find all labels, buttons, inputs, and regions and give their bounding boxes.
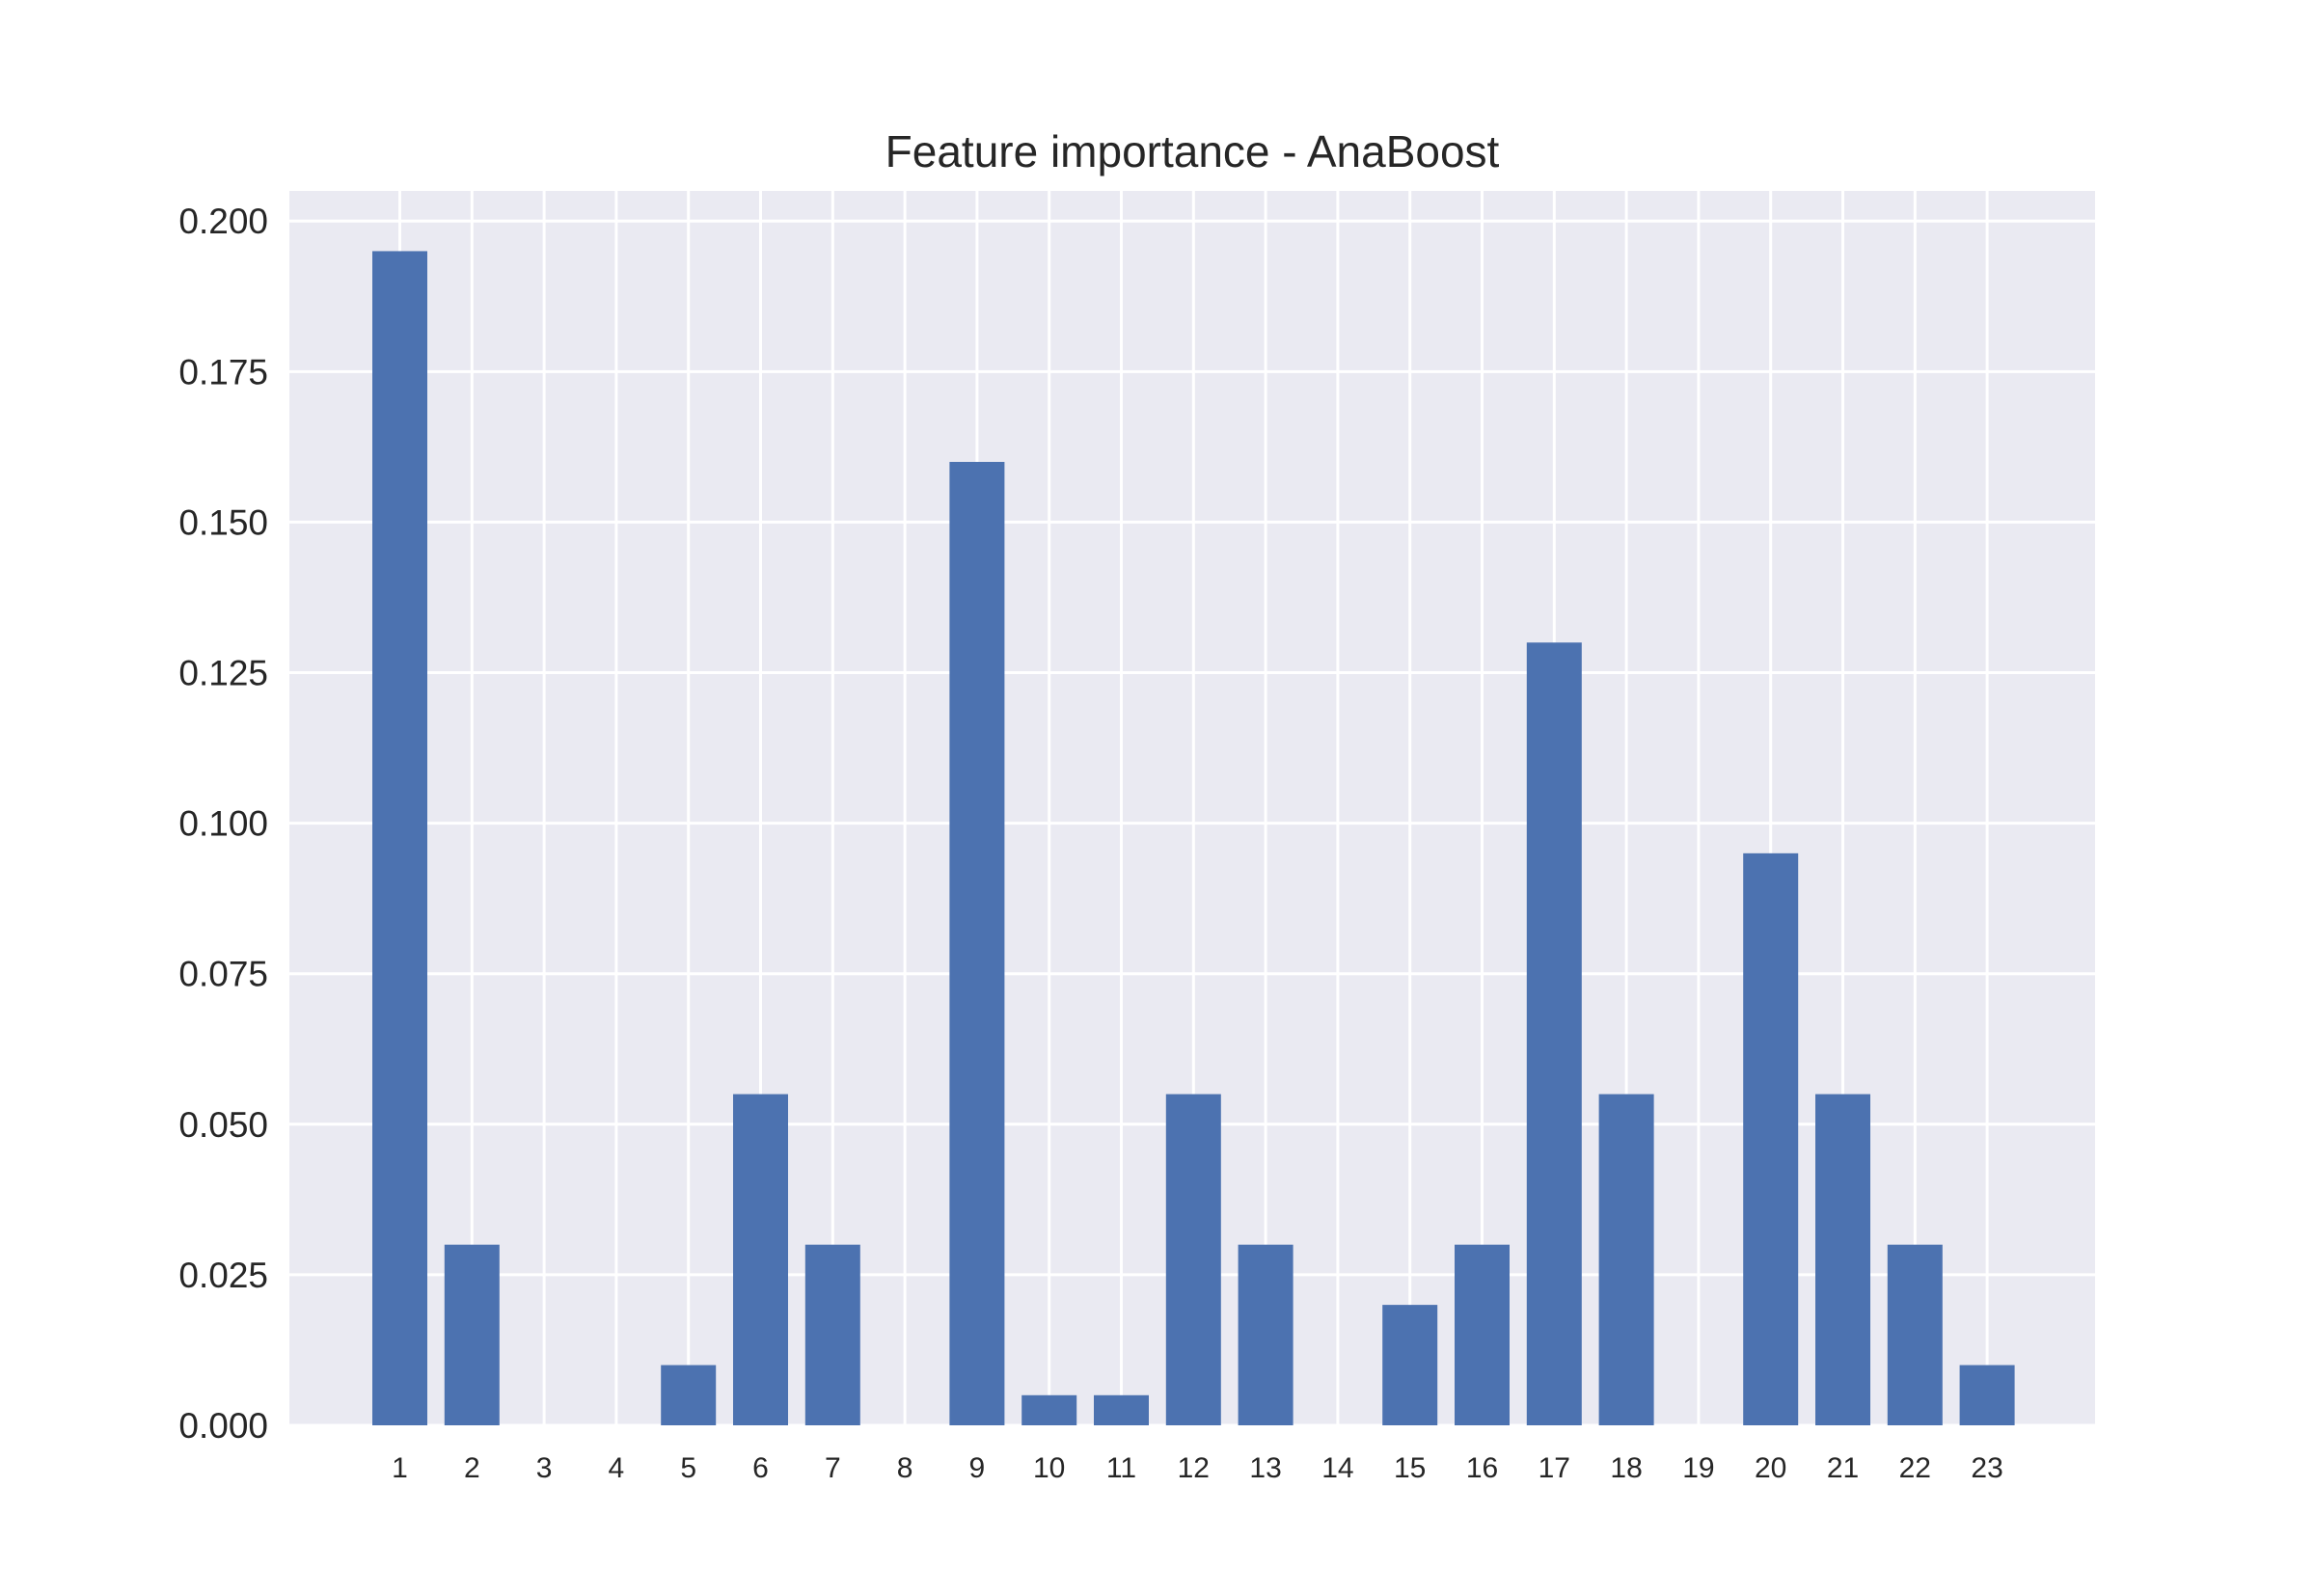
bar-13 (1238, 1244, 1294, 1425)
bar-18 (1598, 1094, 1654, 1425)
x-tick-label: 14 (1321, 1452, 1353, 1484)
bar-22 (1887, 1244, 1943, 1425)
bar-2 (444, 1244, 500, 1425)
x-tick-label: 6 (752, 1452, 769, 1484)
x-tick-label: 9 (969, 1452, 986, 1484)
y-tick-label: 0.125 (178, 654, 268, 693)
x-tick-label: 21 (1827, 1452, 1859, 1484)
x-tick-label: 8 (897, 1452, 913, 1484)
bar-5 (661, 1365, 717, 1425)
y-tick-label: 0.050 (178, 1105, 268, 1145)
x-tick-label: 5 (680, 1452, 696, 1484)
bar-23 (1959, 1365, 2015, 1425)
x-tick-label: 4 (609, 1452, 625, 1484)
x-tick-labels: 1 2 3 4 5 6 7 8 9 10 11 12 13 14 15 16 17 18 19 20 21 22 23 (392, 1452, 2003, 1484)
bar-17 (1526, 642, 1582, 1425)
x-tick-label: 20 (1755, 1452, 1786, 1484)
x-tick-label: 7 (825, 1452, 841, 1484)
y-tick-label: 0.200 (178, 202, 268, 241)
bars (372, 251, 2015, 1426)
bar-7 (804, 1244, 860, 1425)
bar-12 (1165, 1094, 1221, 1425)
x-tick-label: 23 (1971, 1452, 2002, 1484)
bar-16 (1455, 1244, 1510, 1425)
x-tick-label: 16 (1466, 1452, 1498, 1484)
bar-10 (1021, 1394, 1077, 1425)
bar-9 (949, 461, 1005, 1426)
x-tick-label: 18 (1610, 1452, 1642, 1484)
x-tick-label: 1 (392, 1452, 408, 1484)
x-tick-label: 12 (1178, 1452, 1210, 1484)
bar-6 (733, 1094, 788, 1425)
bar-20 (1743, 852, 1799, 1425)
bar-15 (1382, 1305, 1438, 1425)
x-tick-label: 2 (464, 1452, 480, 1484)
bar-21 (1815, 1094, 1870, 1425)
chart-title: Feature importance - AnaBoost (885, 126, 1500, 176)
y-tick-labels: 0.000 0.025 0.050 0.075 0.100 0.125 0.150 0.175… (178, 202, 268, 1446)
x-tick-label: 19 (1682, 1452, 1714, 1484)
y-tick-label: 0.150 (178, 502, 268, 542)
bar-1 (372, 251, 427, 1426)
x-tick-label: 10 (1033, 1452, 1065, 1484)
x-tick-label: 13 (1249, 1452, 1281, 1484)
bar-11 (1094, 1394, 1149, 1425)
x-tick-label: 11 (1106, 1452, 1136, 1484)
x-tick-label: 22 (1899, 1452, 1931, 1484)
x-tick-label: 15 (1394, 1452, 1426, 1484)
y-tick-label: 0.175 (178, 352, 268, 392)
y-tick-label: 0.025 (178, 1256, 268, 1295)
x-tick-label: 3 (536, 1452, 553, 1484)
y-tick-label: 0.075 (178, 955, 268, 994)
y-tick-label: 0.000 (178, 1406, 268, 1446)
y-tick-label: 0.100 (178, 804, 268, 844)
x-tick-label: 17 (1539, 1452, 1570, 1484)
